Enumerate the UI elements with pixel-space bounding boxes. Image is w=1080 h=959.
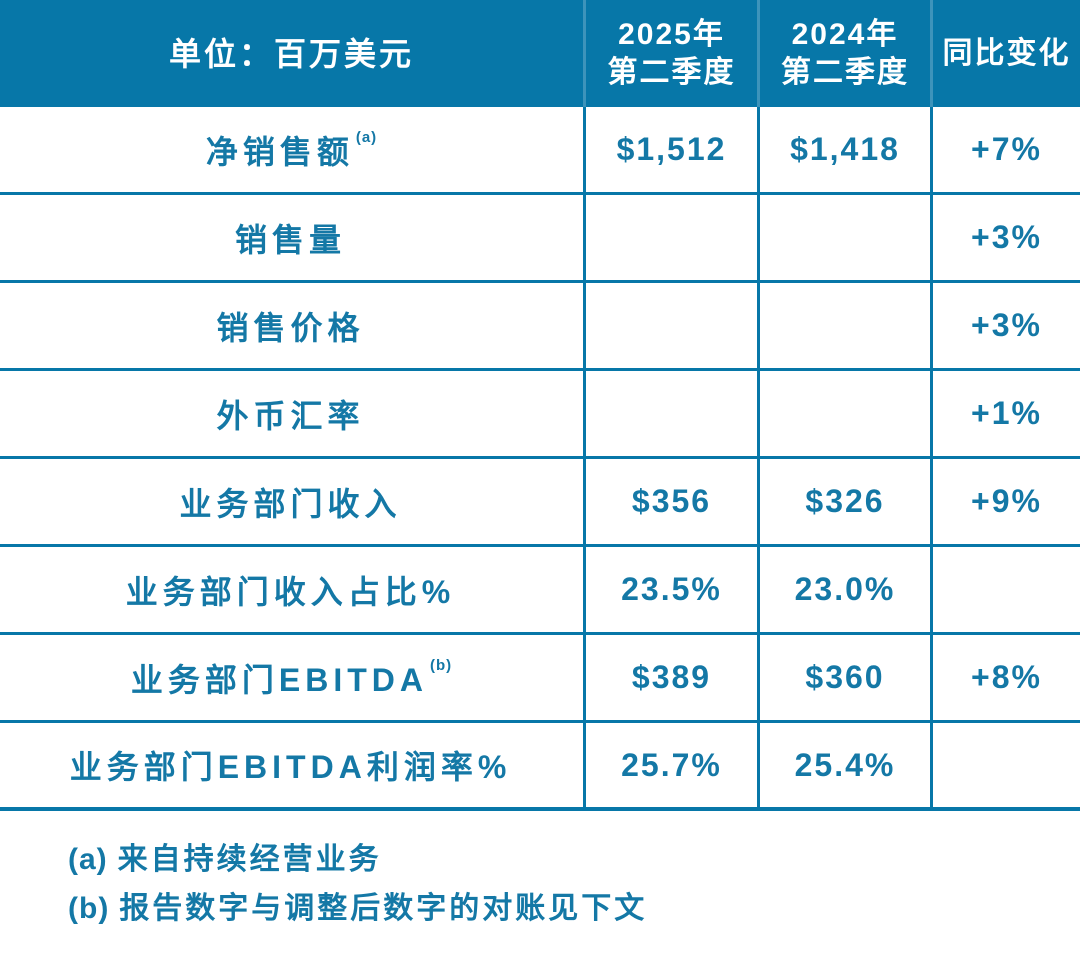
value-q2-2024 [757,283,930,368]
header-q2-2025-line2: 第二季度 [607,55,736,89]
header-q2-2024: 2024年 第二季度 [757,0,930,107]
value-q2-2025: $356 [583,459,757,544]
header-q2-2024-line2: 第二季度 [781,55,909,89]
header-unit-label: 单位：百万美元 [0,0,583,107]
footnote-b: (b) 报告数字与调整后数字的对账见下文 [68,884,1080,933]
value-yoy-change [930,547,1080,632]
value-yoy-change: +9% [930,459,1080,544]
value-q2-2025: 23.5% [583,547,757,632]
footnote-b-marker: (b) [68,892,110,925]
row-label-cell: 业务部门EBITDA (b) [0,635,583,720]
header-yoy-change-text: 同比变化 [942,36,1071,70]
value-q2-2024: $1,418 [757,107,930,192]
table-row: 销售价格 +3% [0,283,1080,371]
value-q2-2024: 23.0% [757,547,930,632]
value-q2-2024 [757,371,930,456]
row-label-cell: 业务部门收入 [0,459,583,544]
table-row: 净销售额 (a) $1,512 $1,418 +7% [0,107,1080,195]
row-label: 业务部门EBITDA利润率% [69,749,512,785]
value-yoy-change: +3% [930,195,1080,280]
table-row: 业务部门EBITDA (b) $389 $360 +8% [0,635,1080,723]
value-yoy-change: +1% [930,371,1080,456]
table-row: 业务部门EBITDA利润率% 25.7% 25.4% [0,723,1080,811]
footnote-a: (a) 来自持续经营业务 [68,835,1080,884]
table-row: 外币汇率 +1% [0,371,1080,459]
header-unit-label-text: 单位：百万美元 [168,35,414,72]
value-q2-2025: $389 [583,635,757,720]
row-label: 业务部门收入 [179,485,402,522]
footnote-a-marker: (a) [68,843,108,876]
footnote-a-text: 来自持续经营业务 [117,843,382,876]
table-body: 净销售额 (a) $1,512 $1,418 +7% 销售量 +3% 销售价格 +… [0,107,1080,811]
header-q2-2024-line1: 2024年 [791,17,899,51]
row-label: 销售量 [234,221,346,258]
value-q2-2025 [583,195,757,280]
row-label-cell: 业务部门收入占比% [0,547,583,632]
value-q2-2025 [583,283,757,368]
row-label: 净销售额 [205,133,354,170]
row-label-cell: 业务部门EBITDA利润率% [0,723,583,807]
row-label-cell: 销售量 [0,195,583,280]
table-row: 业务部门收入占比% 23.5% 23.0% [0,547,1080,635]
value-yoy-change [930,723,1080,807]
table-row: 销售量 +3% [0,195,1080,283]
table-row: 业务部门收入 $356 $326 +9% [0,459,1080,547]
value-q2-2024: $360 [757,635,930,720]
value-q2-2025: $1,512 [583,107,757,192]
row-label: 业务部门EBITDA [130,661,428,698]
row-label-cell: 净销售额 (a) [0,107,583,192]
financial-table: 单位：百万美元 2025年 第二季度 2024年 第二季度 同比变化 净销售额(… [0,0,1080,811]
value-q2-2025 [583,371,757,456]
header-yoy-change: 同比变化 [930,0,1080,107]
table-header-row: 单位：百万美元 2025年 第二季度 2024年 第二季度 同比变化 [0,0,1080,107]
header-q2-2025-line1: 2025年 [618,17,725,51]
row-label: 业务部门收入占比% [125,573,456,610]
row-label: 外币汇率 [216,397,365,434]
value-yoy-change: +3% [930,283,1080,368]
value-yoy-change: +7% [930,107,1080,192]
value-yoy-change: +8% [930,635,1080,720]
value-q2-2024 [757,195,930,280]
value-q2-2024: 25.4% [757,723,930,807]
value-q2-2025: 25.7% [583,723,757,807]
footnotes: (a) 来自持续经营业务 (b) 报告数字与调整后数字的对账见下文 [0,835,1080,933]
footnote-b-text: 报告数字与调整后数字的对账见下文 [119,892,648,925]
row-label-cell: 外币汇率 [0,371,583,456]
value-q2-2024: $326 [757,459,930,544]
header-q2-2025: 2025年 第二季度 [583,0,757,107]
row-label: 销售价格 [216,309,365,346]
row-label-cell: 销售价格 [0,283,583,368]
